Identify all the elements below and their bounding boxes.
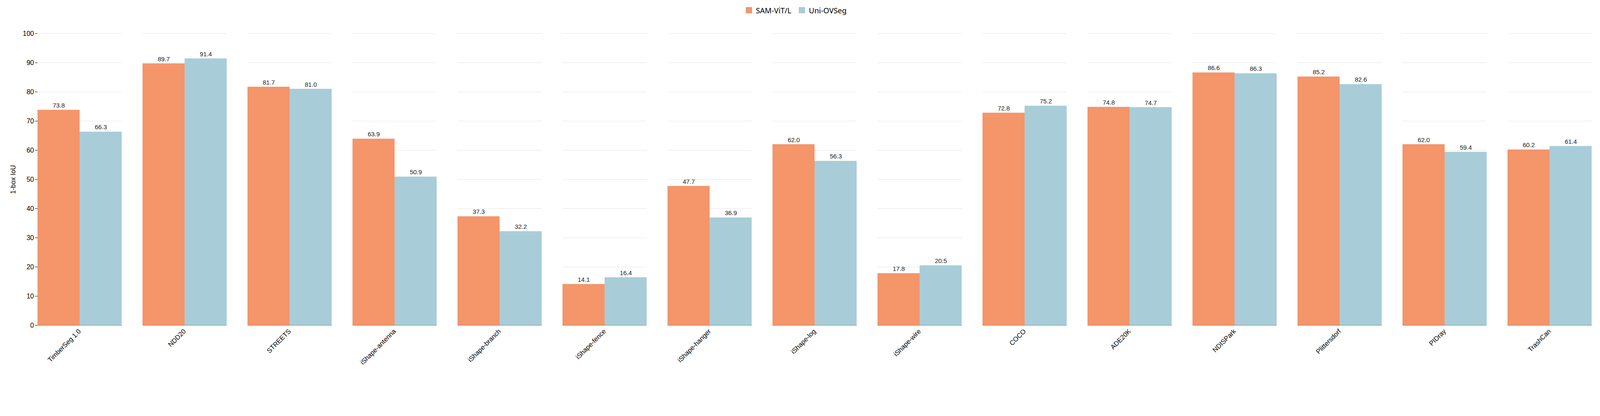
svg-text:32.2: 32.2 (514, 222, 527, 230)
svg-text:16.4: 16.4 (619, 269, 632, 277)
svg-text:89.7: 89.7 (157, 55, 170, 63)
svg-text:90: 90 (26, 59, 35, 67)
svg-text:47.7: 47.7 (682, 177, 695, 185)
svg-text:75.2: 75.2 (1039, 97, 1052, 105)
svg-text:TimberSeg 1.0: TimberSeg 1.0 (46, 327, 83, 364)
svg-text:NDD20: NDD20 (166, 327, 188, 348)
svg-text:TrashCan: TrashCan (1526, 327, 1553, 353)
svg-text:81.7: 81.7 (262, 78, 275, 86)
svg-text:91.4: 91.4 (199, 50, 212, 58)
svg-text:60.2: 60.2 (1522, 141, 1535, 149)
svg-text:iShape-log: iShape-log (789, 327, 818, 355)
svg-text:100: 100 (22, 30, 35, 38)
svg-text:iShape-antenna: iShape-antenna (358, 327, 398, 366)
svg-text:80: 80 (26, 88, 35, 96)
svg-text:50.9: 50.9 (409, 168, 422, 176)
svg-text:10: 10 (26, 292, 35, 300)
svg-text:0: 0 (30, 321, 35, 329)
svg-text:17.8: 17.8 (892, 265, 905, 273)
svg-text:62.0: 62.0 (1417, 136, 1430, 144)
svg-text:37.3: 37.3 (472, 207, 485, 215)
svg-text:1-box IoU: 1-box IoU (9, 165, 17, 194)
svg-text:81.0: 81.0 (304, 80, 317, 88)
svg-text:30: 30 (26, 234, 35, 242)
svg-text:74.7: 74.7 (1144, 99, 1157, 107)
svg-text:20: 20 (26, 263, 35, 271)
svg-text:PIDray: PIDray (1427, 327, 1448, 348)
svg-text:70: 70 (26, 117, 35, 125)
svg-text:iShape-wire: iShape-wire (892, 327, 923, 358)
svg-text:Plittersdorf: Plittersdorf (1314, 327, 1343, 355)
svg-text:62.0: 62.0 (787, 136, 800, 144)
svg-text:50: 50 (26, 175, 35, 183)
svg-text:60: 60 (26, 146, 35, 154)
svg-text:66.3: 66.3 (94, 123, 107, 131)
svg-text:85.2: 85.2 (1312, 68, 1325, 76)
svg-text:56.3: 56.3 (829, 152, 842, 160)
svg-text:NDISPark: NDISPark (1211, 327, 1238, 354)
svg-text:iShape-hanger: iShape-hanger (676, 327, 713, 364)
svg-text:STREETS: STREETS (265, 327, 293, 355)
svg-text:61.4: 61.4 (1564, 137, 1577, 145)
html-text:SAM-ViT/L: SAM-ViT/L (755, 5, 792, 16)
svg-text:iShape-fence: iShape-fence (574, 327, 608, 361)
svg-text:74.8: 74.8 (1102, 98, 1115, 106)
svg-text:63.9: 63.9 (367, 130, 380, 138)
svg-text:iShape-branch: iShape-branch (466, 327, 503, 364)
svg-text:14.1: 14.1 (577, 275, 590, 283)
svg-text:36.9: 36.9 (724, 209, 737, 217)
svg-text:72.8: 72.8 (997, 104, 1010, 112)
svg-text:ADE20K: ADE20K (1109, 327, 1133, 351)
html-text:Uni-OVSeg: Uni-OVSeg (808, 5, 847, 16)
svg-text:40: 40 (26, 205, 35, 213)
svg-text:59.4: 59.4 (1459, 143, 1472, 151)
svg-text:86.3: 86.3 (1249, 65, 1262, 73)
svg-text:73.8: 73.8 (52, 101, 65, 109)
svg-text:82.6: 82.6 (1354, 75, 1367, 83)
svg-text:20.5: 20.5 (934, 257, 947, 265)
svg-text:86.6: 86.6 (1207, 64, 1220, 72)
svg-text:COCO: COCO (1007, 327, 1028, 347)
